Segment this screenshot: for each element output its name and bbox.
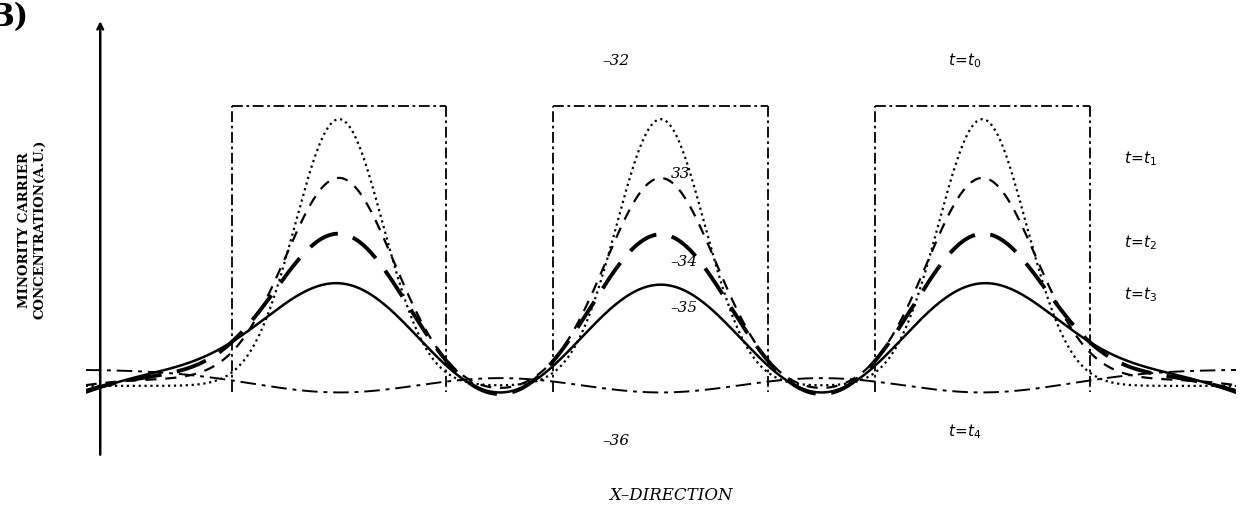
- Text: $t\!=\!t_{1}$: $t\!=\!t_{1}$: [1123, 149, 1157, 168]
- Text: –32: –32: [603, 54, 630, 68]
- Text: –36: –36: [603, 434, 630, 448]
- Text: –35: –35: [671, 301, 698, 315]
- Text: $t\!=\!t_{2}$: $t\!=\!t_{2}$: [1123, 233, 1157, 252]
- Text: B): B): [0, 2, 29, 33]
- Text: X–DIRECTION: X–DIRECTION: [609, 487, 732, 503]
- Text: 33: 33: [671, 168, 689, 181]
- Text: MINORITY CARRIER
CONCENTRATION(A.U.): MINORITY CARRIER CONCENTRATION(A.U.): [19, 140, 46, 320]
- Text: –34: –34: [671, 256, 698, 269]
- Text: $t\!=\!t_{0}$: $t\!=\!t_{0}$: [949, 52, 982, 70]
- Text: $t\!=\!t_{3}$: $t\!=\!t_{3}$: [1123, 285, 1157, 304]
- Text: $t\!=\!t_{4}$: $t\!=\!t_{4}$: [949, 422, 982, 441]
